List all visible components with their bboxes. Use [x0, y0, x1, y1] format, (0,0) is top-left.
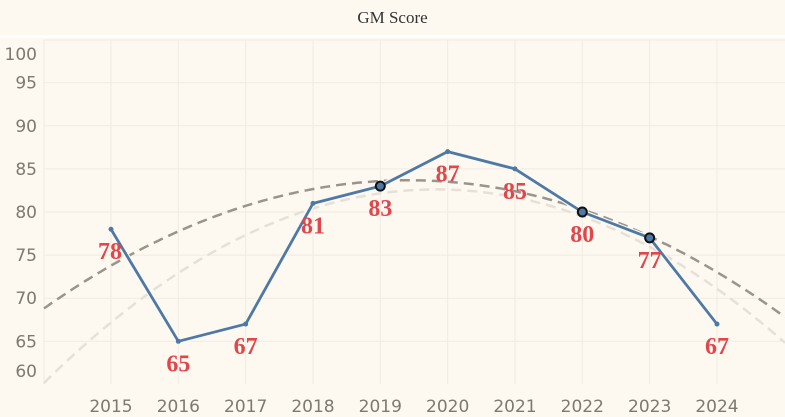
y-tick-label: 70: [15, 289, 37, 309]
y-tick-label: 80: [15, 203, 37, 223]
data-label: 80: [570, 222, 594, 248]
y-tick-label: 90: [15, 117, 37, 137]
data-labels: 78 65 67 81 83 87 85 80 77 67: [98, 162, 729, 378]
data-point: [310, 200, 316, 206]
grid: [43, 39, 785, 384]
x-tick-label: 2023: [628, 397, 671, 417]
y-tick-label: 60: [15, 362, 37, 382]
data-point: [243, 321, 249, 327]
data-point: [175, 338, 181, 344]
trend-lines: [43, 179, 785, 384]
x-tick-label: 2021: [493, 397, 536, 417]
trend-dark-line: [43, 179, 785, 319]
x-tick-label: 2016: [157, 397, 200, 417]
series-line: [109, 150, 719, 343]
x-tick-label: 2022: [561, 397, 604, 417]
x-tick-label: 2018: [291, 397, 334, 417]
highlighted-point: [576, 206, 588, 218]
data-point: [512, 166, 518, 172]
data-point: [108, 226, 114, 232]
data-label: 78: [98, 239, 122, 265]
data-label: 81: [301, 213, 325, 239]
x-tick-label: 2020: [426, 397, 469, 417]
data-point: [714, 321, 720, 327]
data-point: [445, 149, 451, 155]
y-tick-label: 100: [5, 45, 37, 65]
trend-light-line: [43, 188, 785, 384]
x-tick-label: 2024: [695, 397, 738, 417]
highlighted-point: [644, 232, 656, 244]
y-tick-label: 65: [15, 332, 37, 352]
title-bar: GM Score: [0, 0, 785, 38]
data-label: 87: [436, 162, 460, 188]
data-label: 65: [166, 351, 190, 377]
data-label: 85: [503, 179, 527, 205]
chart-title: GM Score: [357, 8, 428, 27]
highlighted-point: [374, 180, 386, 192]
data-label: 67: [705, 334, 729, 360]
axes: 100 95 90 85 80 75 70 65 60 2015 2016 2017 2018 2019 2…: [5, 45, 739, 417]
x-tick-label: 2015: [89, 397, 132, 417]
y-tick-label: 75: [15, 246, 37, 266]
data-label: 77: [638, 248, 662, 274]
series-halo: [108, 149, 719, 344]
y-tick-label: 85: [15, 160, 37, 180]
data-label: 83: [368, 196, 392, 222]
y-tick-label: 95: [15, 74, 37, 94]
series: [108, 149, 720, 344]
data-label: 67: [234, 334, 258, 360]
x-tick-label: 2019: [359, 397, 402, 417]
x-tick-label: 2017: [224, 397, 267, 417]
